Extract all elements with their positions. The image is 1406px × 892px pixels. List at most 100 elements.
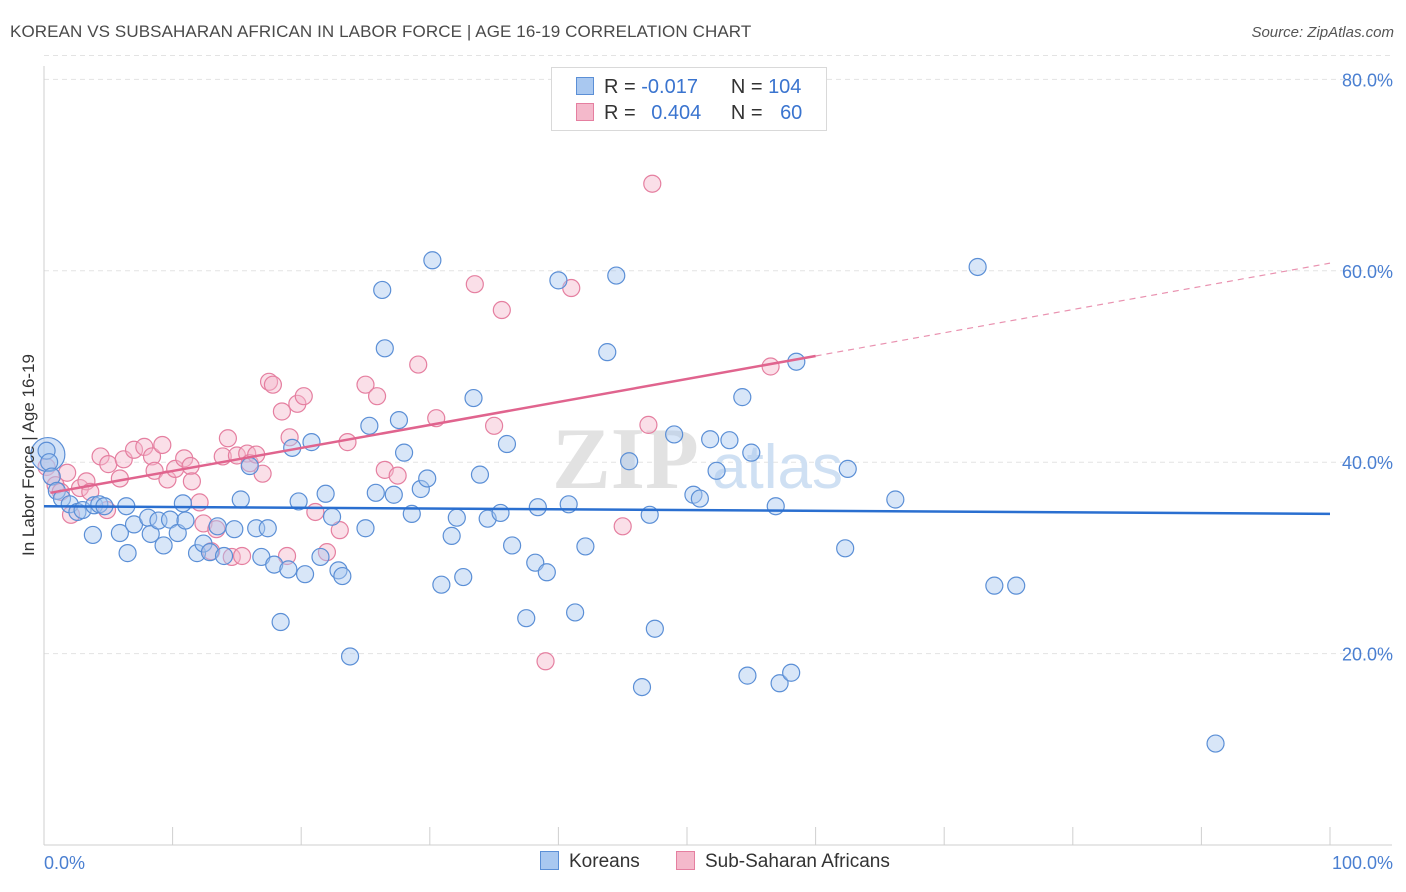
korean-point — [733, 388, 752, 407]
subsaharan-point — [761, 357, 780, 376]
korean-point — [838, 459, 857, 478]
source-label: Source: ZipAtlas.com — [1251, 24, 1394, 41]
korean-point — [316, 484, 335, 503]
korean-point — [454, 567, 473, 587]
korean-point — [537, 563, 556, 582]
subsaharan-point — [639, 415, 658, 434]
korean-point — [360, 416, 379, 435]
x-tick-marks — [172, 827, 1331, 845]
korean-point — [411, 479, 430, 499]
subsaharan-point — [272, 402, 292, 421]
korean-point — [37, 441, 56, 460]
korean-point — [176, 511, 195, 530]
subsaharan-point — [142, 447, 162, 466]
korean-point — [497, 434, 517, 454]
subsaharan-point — [294, 387, 313, 406]
subsaharan-point — [643, 174, 662, 193]
korean-point — [432, 575, 451, 594]
korean-point — [985, 576, 1004, 595]
subsaharan-point — [277, 546, 297, 566]
korean-point — [665, 425, 684, 444]
korean-point — [356, 519, 375, 538]
subsaharan-point — [536, 652, 555, 671]
korean-point — [40, 453, 59, 472]
subsaharan-point — [485, 416, 504, 435]
koreans-r-value: -0.017 — [641, 76, 698, 98]
legend-row-subsaharan: R = 0.404 N = 60 — [576, 102, 802, 128]
korean-point — [738, 666, 757, 685]
koreans-legend-swatch-icon — [540, 851, 559, 870]
korean-point — [528, 498, 547, 517]
korean-point — [295, 565, 315, 584]
subsaharan-point — [492, 300, 511, 320]
korean-point — [200, 543, 219, 562]
subsaharan-point — [153, 435, 172, 455]
subsaharan-point — [135, 437, 154, 456]
series-legend: Koreans Sub-Saharan Africans — [0, 851, 1406, 881]
korean-point — [690, 489, 709, 508]
subsaharan-legend-swatch-icon — [676, 851, 695, 870]
korean-point — [214, 546, 234, 566]
korean-point — [208, 517, 227, 536]
korean-point — [225, 520, 244, 539]
korean-point — [160, 510, 180, 529]
korean-point — [491, 503, 510, 523]
y-tick-label: 60.0% — [1342, 262, 1393, 282]
korean-point — [1206, 734, 1225, 753]
subsaharan-point — [465, 275, 484, 294]
korean-point — [389, 410, 409, 430]
subsaharan-point — [232, 546, 252, 566]
subsaharan-point — [306, 502, 325, 522]
korean-point — [311, 547, 330, 567]
korean-point — [154, 536, 173, 555]
y-tick-labels: 20.0% 40.0% 60.0% 80.0% — [1342, 70, 1393, 664]
korean-point — [279, 560, 298, 579]
korean-point — [770, 674, 789, 693]
korean-point — [240, 456, 259, 476]
korean-point — [701, 430, 720, 449]
korean-point — [418, 469, 437, 488]
korean-point — [322, 507, 342, 526]
korean-point — [720, 431, 739, 450]
korean-point — [373, 280, 392, 300]
korean-point — [707, 461, 726, 480]
korean-point — [375, 339, 394, 358]
korean-point — [265, 555, 284, 574]
koreans-n-value: 104 — [768, 76, 802, 98]
subsaharan-point — [613, 517, 632, 536]
subsaharan-point — [280, 428, 299, 447]
korean-point — [470, 465, 490, 484]
korean-point — [83, 525, 102, 545]
n-label: N = — [730, 102, 763, 124]
korean-point — [566, 603, 585, 622]
subsaharan-r-value: 0.404 — [651, 102, 702, 124]
subsaharan-point — [58, 463, 77, 482]
subsaharan-point — [330, 521, 349, 540]
korean-point — [632, 677, 652, 697]
korean-point — [187, 544, 207, 563]
correlation-legend: R = -0.017 N = 104 R = 0.404 N = 60 — [551, 67, 827, 131]
korean-point — [384, 485, 403, 504]
x-tick-label: 0.0% — [44, 853, 85, 873]
subsaharan-point — [409, 355, 428, 374]
korean-point — [110, 523, 129, 543]
legend-subsaharan: Sub-Saharan Africans — [676, 851, 890, 873]
trend-lines — [43, 262, 1331, 516]
korean-point — [766, 497, 785, 516]
legend-row-koreans: R = -0.017 N = 104 — [576, 76, 801, 102]
korean-point — [503, 536, 522, 555]
r-label: R = — [604, 76, 636, 98]
korean-point — [1007, 576, 1026, 595]
n-label: N = — [730, 76, 763, 98]
korean-point — [782, 663, 801, 682]
subsaharan-point — [338, 433, 357, 452]
subsaharan-point — [367, 387, 387, 406]
korean-point — [289, 492, 308, 511]
subsaharan-swatch-icon — [576, 103, 594, 121]
subsaharan-point — [356, 375, 375, 394]
watermark: ZIP atlas — [552, 411, 843, 508]
subsaharan-point — [124, 440, 144, 459]
r-label: R = — [604, 102, 636, 124]
korean-point — [576, 537, 595, 556]
subsaharan-n-value: 60 — [780, 102, 803, 124]
